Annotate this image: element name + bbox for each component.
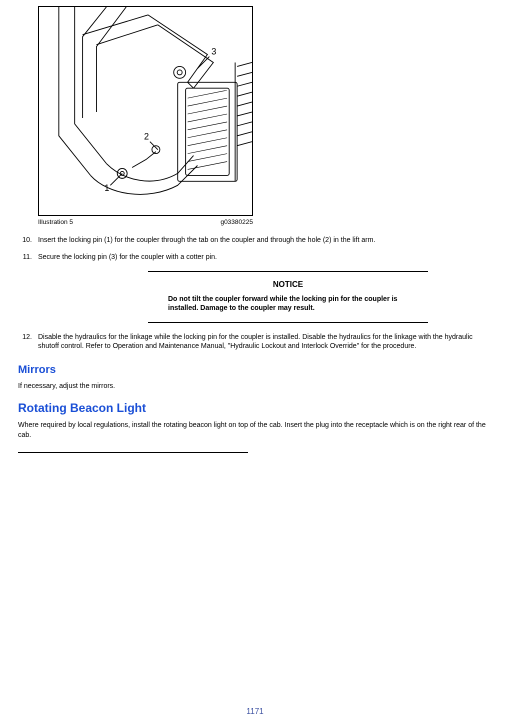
step-text: Secure the locking pin (3) for the coupl…	[38, 253, 492, 262]
heading-beacon: Rotating Beacon Light	[18, 401, 492, 415]
callout-2: 2	[144, 132, 149, 142]
steps-list-after: 12. Disable the hydraulics for the linka…	[18, 333, 492, 352]
caption-left: Illustration 5	[38, 219, 73, 226]
step-number: 10.	[18, 236, 38, 245]
callout-1: 1	[104, 183, 109, 193]
notice-title: NOTICE	[148, 280, 428, 289]
callout-3: 3	[211, 47, 216, 57]
page-number: 1171	[0, 707, 510, 716]
step-text: Insert the locking pin (1) for the coupl…	[38, 236, 492, 245]
illustration-caption: Illustration 5 g03380225	[38, 219, 253, 226]
illustration: 1 2 3	[38, 6, 253, 216]
illustration-svg: 1 2 3	[39, 7, 252, 215]
notice-box: NOTICE Do not tilt the coupler forward w…	[148, 271, 428, 323]
step-11: 11. Secure the locking pin (3) for the c…	[18, 253, 492, 262]
section-divider	[18, 452, 248, 453]
step-10: 10. Insert the locking pin (1) for the c…	[18, 236, 492, 245]
notice-rule-bottom	[148, 322, 428, 323]
steps-list: 10. Insert the locking pin (1) for the c…	[18, 236, 492, 263]
step-number: 11.	[18, 253, 38, 262]
step-text: Disable the hydraulics for the linkage w…	[38, 333, 492, 352]
illustration-wrap: 1 2 3 Illustration 5 g03380225	[38, 6, 492, 226]
caption-right: g03380225	[220, 219, 253, 226]
step-number: 12.	[18, 333, 38, 352]
mirrors-body: If necessary, adjust the mirrors.	[18, 382, 492, 391]
notice-body: Do not tilt the coupler forward while th…	[148, 295, 428, 322]
page: 1 2 3 Illustration 5 g03380225 10. Inser…	[0, 0, 510, 722]
beacon-body: Where required by local regulations, ins…	[18, 421, 492, 440]
notice-rule-top	[148, 271, 428, 272]
heading-mirrors: Mirrors	[18, 364, 492, 376]
step-12: 12. Disable the hydraulics for the linka…	[18, 333, 492, 352]
